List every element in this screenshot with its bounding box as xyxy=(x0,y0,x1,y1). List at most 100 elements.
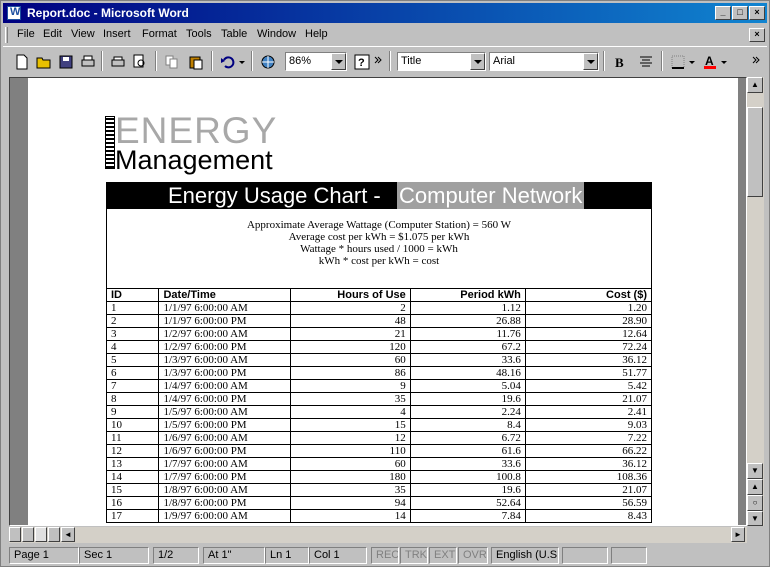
style-combo[interactable]: Title xyxy=(397,52,486,71)
title-bar[interactable]: Report.doc - Microsoft Word _ □ × xyxy=(3,3,767,23)
cell-hours: 60 xyxy=(289,457,411,471)
normal-view-button[interactable] xyxy=(9,527,21,542)
document-area[interactable]: ENERGY Management Energy Usage Chart - C… xyxy=(9,77,747,526)
next-page-button[interactable]: ▼ xyxy=(747,511,763,526)
undo-button[interactable] xyxy=(217,51,239,73)
energy-table: ID Date/Time Hours of Use Period kWh Cos… xyxy=(105,288,653,523)
copy-button[interactable] xyxy=(161,51,183,73)
cell-kwh: 19.6 xyxy=(409,392,526,406)
bold-button[interactable]: B xyxy=(609,51,631,73)
menu-file[interactable]: File xyxy=(17,28,35,40)
scroll-up-button[interactable]: ▲ xyxy=(747,77,763,93)
cell-hours: 35 xyxy=(289,392,411,406)
font-combo[interactable]: Arial xyxy=(489,52,599,71)
paste-icon xyxy=(189,56,203,70)
status-ovr[interactable]: OVR xyxy=(458,547,488,564)
print-layout-view-button[interactable] xyxy=(35,527,47,542)
doc-close-button[interactable]: × xyxy=(749,28,765,42)
cell-id: 5 xyxy=(105,353,160,367)
cell-kwh: 1.12 xyxy=(409,301,526,315)
menu-insert[interactable]: Insert xyxy=(103,28,131,40)
status-column: Col 1 xyxy=(309,547,367,564)
header-datetime: Date/Time xyxy=(158,288,291,302)
status-ext[interactable]: EXT xyxy=(429,547,457,564)
status-language[interactable]: English (U.S xyxy=(491,547,559,564)
outline-view-button[interactable] xyxy=(48,527,60,542)
word-app-icon[interactable] xyxy=(7,6,21,20)
scroll-right-button[interactable]: ► xyxy=(731,527,745,542)
cell-datetime: 1/2/97 6:00:00 PM xyxy=(158,340,291,354)
scroll-down-button[interactable]: ▼ xyxy=(747,463,763,479)
select-browse-object-button[interactable]: ○ xyxy=(747,495,763,511)
globe-icon xyxy=(261,55,275,69)
menu-view[interactable]: View xyxy=(71,28,95,40)
toolbar-more-button[interactable] xyxy=(373,51,383,73)
status-rec[interactable]: REC xyxy=(371,547,399,564)
cell-kwh: 6.72 xyxy=(409,431,526,445)
logo-management-text: Management xyxy=(115,145,273,175)
status-line: Ln 1 xyxy=(265,547,309,564)
paste-button[interactable] xyxy=(185,51,207,73)
menu-grip[interactable] xyxy=(5,27,8,43)
menu-format[interactable]: Format xyxy=(142,28,177,40)
table-row: 16 1/8/97 6:00:00 PM 94 52.64 56.59 xyxy=(105,496,653,510)
cell-cost: 8.43 xyxy=(524,509,653,523)
preview-button[interactable] xyxy=(129,51,151,73)
chevron-down-icon[interactable] xyxy=(583,53,598,70)
toolbar-more-button-2[interactable] xyxy=(751,51,761,73)
maximize-button[interactable]: □ xyxy=(732,6,748,20)
web-toolbar-button[interactable] xyxy=(257,51,279,73)
open-button[interactable] xyxy=(33,51,55,73)
horizontal-scrollbar[interactable]: ◄ ► xyxy=(9,527,747,543)
cell-datetime: 1/1/97 6:00:00 PM xyxy=(158,314,291,328)
save-button[interactable] xyxy=(55,51,77,73)
cell-id: 9 xyxy=(105,405,160,419)
print-preview-button[interactable] xyxy=(77,51,99,73)
cell-id: 17 xyxy=(105,509,160,523)
cell-id: 16 xyxy=(105,496,160,510)
borders-button[interactable] xyxy=(667,51,689,73)
close-button[interactable]: × xyxy=(749,6,765,20)
menu-table[interactable]: Table xyxy=(221,28,248,40)
scroll-thumb[interactable] xyxy=(747,107,763,197)
info-box: Approximate Average Wattage (Computer St… xyxy=(106,209,652,289)
font-color-button[interactable]: A xyxy=(699,51,721,73)
menu-edit[interactable]: Edit xyxy=(43,28,62,40)
new-document-button[interactable] xyxy=(11,51,33,73)
table-row: 10 1/5/97 6:00:00 PM 15 8.4 9.03 xyxy=(105,418,653,432)
undo-dropdown[interactable] xyxy=(237,51,247,73)
chevron-down-icon[interactable] xyxy=(470,53,485,70)
cell-id: 14 xyxy=(105,470,160,484)
cell-cost: 72.24 xyxy=(524,340,653,354)
center-align-button[interactable] xyxy=(635,51,657,73)
print-icon xyxy=(81,55,95,67)
previous-page-button[interactable]: ▲ xyxy=(747,479,763,495)
align-center-icon xyxy=(640,56,652,67)
web-layout-view-button[interactable] xyxy=(22,527,34,542)
borders-dropdown[interactable] xyxy=(687,51,697,73)
minimize-button[interactable]: _ xyxy=(715,6,731,20)
cell-id: 6 xyxy=(105,366,160,380)
status-section: Sec 1 xyxy=(79,547,149,564)
menu-tools[interactable]: Tools xyxy=(186,28,212,40)
menu-help[interactable]: Help xyxy=(305,28,328,40)
print-button[interactable] xyxy=(107,51,129,73)
status-trk[interactable]: TRK xyxy=(400,547,428,564)
font-color-dropdown[interactable] xyxy=(719,51,729,73)
cell-cost: 7.22 xyxy=(524,431,653,445)
cell-hours: 86 xyxy=(289,366,411,380)
cell-cost: 66.22 xyxy=(524,444,653,458)
menu-window[interactable]: Window xyxy=(257,28,297,40)
cell-cost: 5.42 xyxy=(524,379,653,393)
help-button[interactable]: ? xyxy=(351,51,373,73)
status-spelling[interactable] xyxy=(562,547,608,564)
cell-cost: 28.90 xyxy=(524,314,653,328)
status-at: At 1" xyxy=(203,547,265,564)
vertical-scrollbar[interactable]: ▲ ▼ ▲ ○ ▼ xyxy=(747,77,764,526)
cell-hours: 21 xyxy=(289,327,411,341)
zoom-combo[interactable]: 86% xyxy=(285,52,347,71)
chevron-down-icon[interactable] xyxy=(331,53,346,70)
document-page[interactable]: ENERGY Management Energy Usage Chart - C… xyxy=(28,78,738,525)
scroll-left-button[interactable]: ◄ xyxy=(61,527,75,542)
